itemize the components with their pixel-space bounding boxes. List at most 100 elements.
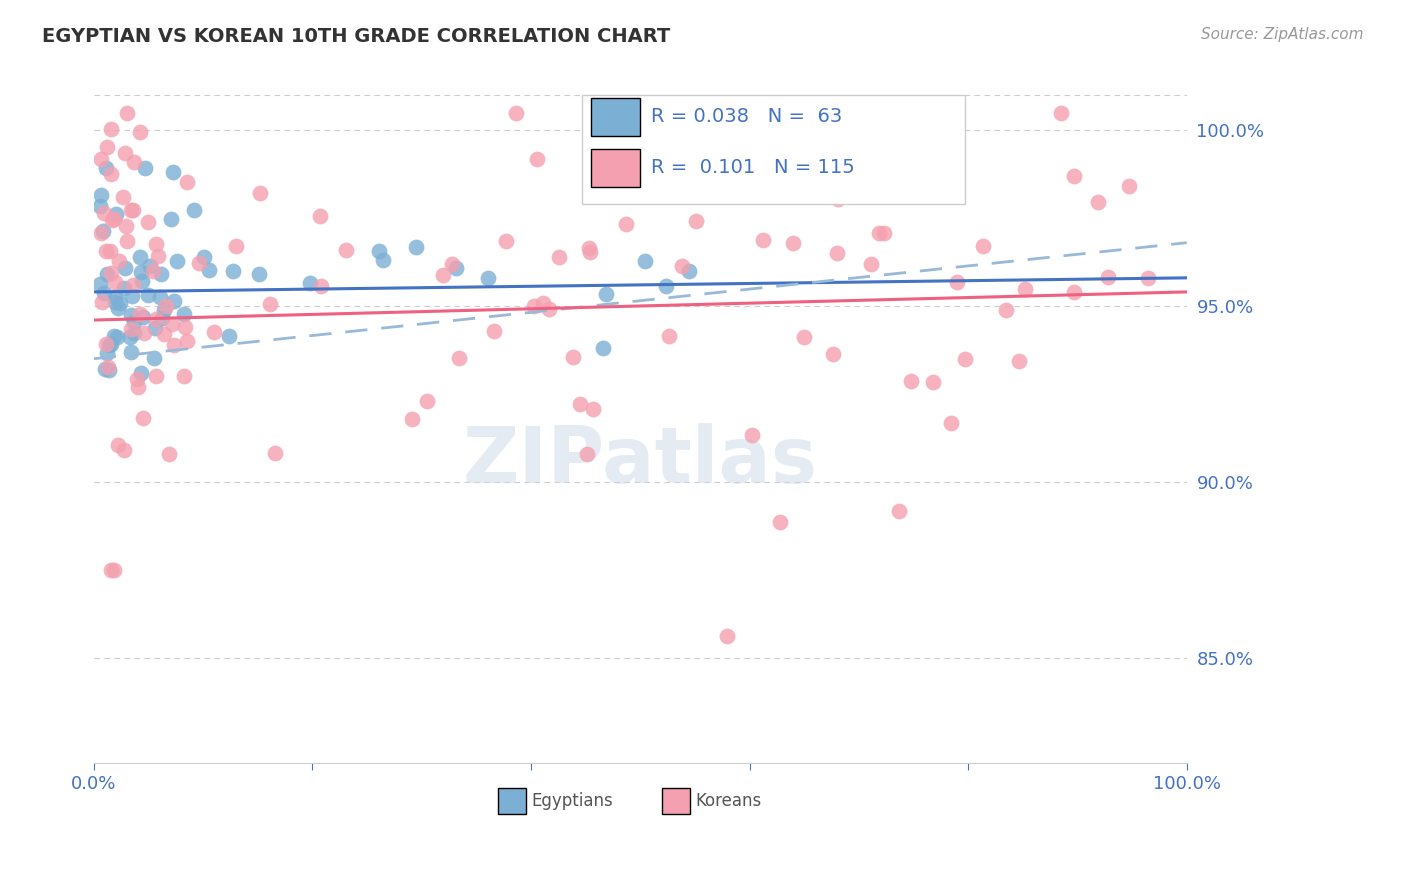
Point (166, 254, 188, 268)
Point (1087, 195, 1109, 210)
Point (887, 504, 910, 518)
Point (93, 224, 115, 238)
Point (114, 145, 136, 160)
Point (122, 278, 145, 293)
Point (131, 274, 153, 288)
Point (440, 257, 463, 271)
Text: R =  0.101   N = 115: R = 0.101 N = 115 (651, 159, 855, 178)
Point (149, 290, 172, 304)
FancyBboxPatch shape (662, 789, 689, 814)
Point (972, 239, 994, 253)
Point (103, 211, 125, 226)
Point (523, 299, 546, 313)
Point (145, 236, 167, 251)
Point (128, 307, 150, 321)
Point (579, 244, 602, 259)
Point (655, 279, 678, 293)
Point (1008, 354, 1031, 368)
Point (100, 121, 122, 136)
Point (114, 260, 136, 275)
Point (808, 155, 831, 169)
Point (782, 236, 804, 251)
Point (537, 302, 560, 317)
Point (449, 351, 471, 365)
Point (129, 125, 152, 139)
Point (367, 244, 389, 258)
Point (595, 286, 617, 301)
Point (1063, 285, 1085, 299)
Point (145, 312, 167, 326)
Point (309, 209, 332, 223)
Point (122, 315, 145, 329)
Point (91, 294, 114, 309)
Point (259, 297, 281, 311)
Point (614, 217, 637, 231)
Point (752, 233, 775, 247)
Point (96, 139, 118, 153)
Point (672, 182, 695, 196)
Point (143, 351, 166, 366)
Point (98, 338, 121, 352)
Point (163, 293, 186, 308)
Point (100, 266, 122, 280)
Point (249, 186, 271, 201)
Point (202, 325, 225, 339)
Point (121, 203, 143, 218)
Point (142, 264, 165, 278)
Point (176, 175, 198, 189)
Point (658, 329, 681, 343)
Point (569, 397, 592, 411)
Text: Source: ZipAtlas.com: Source: ZipAtlas.com (1201, 27, 1364, 42)
Point (112, 281, 135, 295)
Point (299, 276, 322, 290)
Point (173, 307, 195, 321)
Point (108, 296, 131, 310)
Point (104, 275, 127, 289)
Point (309, 279, 332, 293)
Point (1049, 105, 1071, 120)
Point (1118, 178, 1140, 193)
Point (107, 301, 129, 315)
Point (157, 447, 180, 461)
Point (93, 362, 115, 376)
Point (793, 330, 815, 344)
Point (97, 359, 120, 374)
Point (98, 363, 121, 377)
FancyBboxPatch shape (591, 98, 640, 136)
Point (90, 187, 112, 202)
Point (173, 369, 195, 384)
Point (149, 267, 172, 281)
Point (100, 167, 122, 181)
FancyBboxPatch shape (582, 95, 965, 204)
Point (247, 268, 270, 282)
Point (505, 105, 527, 120)
Point (994, 302, 1017, 317)
Point (132, 411, 155, 425)
Point (132, 310, 155, 325)
Point (103, 329, 125, 343)
Point (160, 318, 183, 332)
Point (112, 190, 135, 204)
Point (160, 211, 183, 226)
Point (176, 334, 198, 348)
Point (859, 257, 882, 271)
Text: Egyptians: Egyptians (531, 792, 613, 811)
Point (120, 321, 142, 335)
Point (155, 299, 177, 313)
Point (531, 296, 554, 310)
Point (96, 345, 118, 359)
Point (89, 277, 111, 291)
Point (335, 244, 357, 258)
Point (146, 249, 169, 263)
Point (162, 164, 184, 178)
Point (405, 240, 427, 254)
Point (104, 290, 127, 304)
Point (1063, 169, 1085, 184)
Point (825, 246, 848, 260)
Point (89, 199, 111, 213)
Point (117, 105, 139, 120)
Point (150, 311, 173, 326)
Point (90, 152, 112, 166)
Point (114, 443, 136, 458)
Point (1136, 271, 1159, 285)
